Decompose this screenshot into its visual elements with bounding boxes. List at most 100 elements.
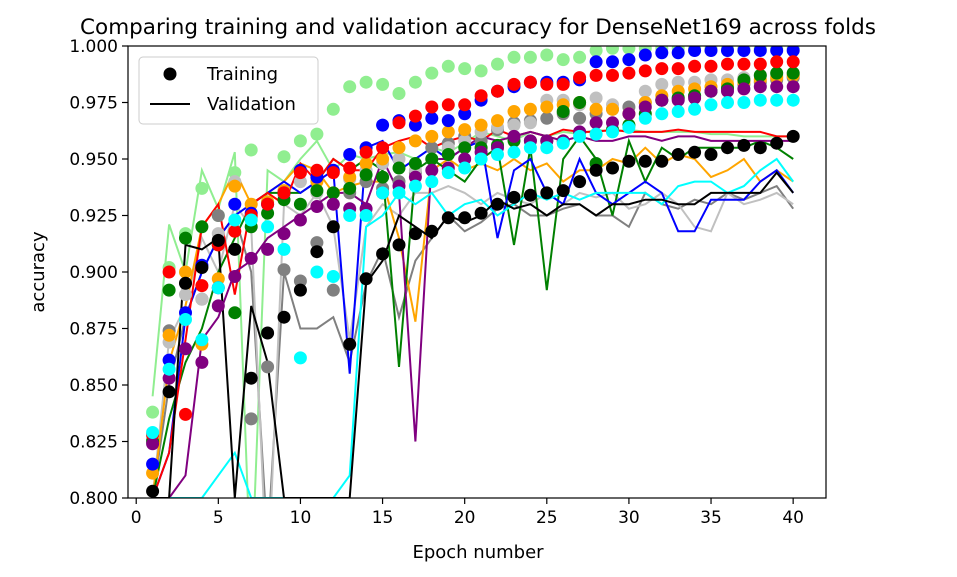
plot-area [146,46,800,498]
training-point-7 [655,93,669,107]
training-point-3 [392,141,406,155]
training-point-2 [671,75,685,89]
training-point-8 [753,93,767,107]
training-point-9 [376,247,390,261]
training-point-3 [523,102,537,116]
training-point-8 [786,93,800,107]
training-point-3 [244,197,258,211]
training-point-0 [146,405,160,419]
training-point-3 [376,152,390,166]
training-point-9 [721,141,734,155]
training-point-7 [277,227,291,241]
training-point-2 [638,84,652,98]
x-tick-label: 30 [618,508,640,528]
training-point-9 [458,211,472,225]
training-point-7 [310,200,324,213]
training-point-5 [441,114,455,128]
y-tick-label: 0.825 [69,433,118,453]
x-axis: 0 5 10 15 20 25 30 35 40 [131,498,804,528]
x-tick-label: 10 [290,508,312,528]
training-point-0 [277,150,291,164]
training-point-7 [638,100,652,114]
training-point-8 [556,136,570,150]
x-tick-label: 15 [372,508,394,528]
training-point-6 [228,224,242,238]
training-point-9 [359,272,373,286]
training-point-9 [474,206,488,220]
training-point-0 [244,143,258,157]
training-point-4 [425,152,439,166]
training-point-1 [211,209,225,222]
training-point-7 [408,170,422,184]
training-point-2 [523,116,537,130]
training-point-8 [441,166,455,180]
training-point-7 [458,152,472,166]
training-point-9 [228,242,242,256]
validation-line-2 [151,185,794,498]
legend-training-label: Training [206,64,278,85]
training-point-8 [326,270,340,283]
training-point-5 [638,48,652,62]
training-point-8 [704,98,718,112]
training-point-0 [425,66,439,80]
training-point-0 [392,87,406,100]
training-point-4 [408,157,422,170]
training-point-4 [770,66,784,80]
training-point-5 [671,46,685,60]
training-point-6 [376,141,390,155]
training-point-8 [606,125,619,139]
training-point-0 [408,75,422,89]
legend: Training Validation [138,56,319,125]
training-point-9 [523,188,537,202]
training-point-2 [195,292,209,306]
training-point-4 [753,68,767,82]
training-point-4 [310,184,324,198]
training-point-7 [688,91,702,105]
training-point-9 [277,310,291,324]
training-point-5 [704,46,718,57]
training-point-2 [179,288,192,302]
training-point-3 [228,179,242,193]
training-point-8 [688,102,702,116]
training-point-8 [655,107,669,121]
training-point-0 [589,46,603,57]
training-point-0 [556,53,570,67]
training-point-6 [458,98,472,112]
training-point-3 [474,118,488,132]
training-point-8 [770,93,784,107]
training-point-3 [540,100,554,114]
training-point-8 [343,209,357,222]
training-point-2 [392,152,406,166]
y-axis: 0.800 0.825 0.850 0.875 0.900 0.925 0.950 0.975… [69,37,128,509]
training-point-6 [688,59,702,73]
x-tick-label: 5 [213,508,224,528]
training-point-5 [343,148,357,161]
x-tick-label: 20 [454,508,476,528]
training-point-5 [162,353,176,367]
training-point-1 [425,141,439,155]
training-point-9 [622,154,636,168]
training-point-7 [195,355,209,369]
training-point-6 [293,166,307,180]
training-point-5 [721,46,734,57]
training-point-0 [359,75,373,89]
training-point-6 [721,57,734,71]
training-point-3 [606,102,619,116]
training-point-8 [589,127,603,141]
training-point-5 [753,46,767,57]
training-point-3 [491,114,504,128]
training-point-6 [441,98,455,112]
training-point-7 [753,80,767,94]
training-point-5 [770,46,784,57]
training-point-6 [195,279,209,293]
training-point-9 [441,211,455,225]
training-point-8 [622,120,636,134]
y-tick-label: 0.925 [69,207,118,227]
training-point-8 [244,213,258,227]
training-point-6 [622,66,636,80]
training-point-7 [179,342,192,356]
x-tick-label: 0 [131,508,142,528]
training-point-5 [228,197,242,211]
training-point-0 [523,50,537,64]
training-point-6 [179,407,192,421]
